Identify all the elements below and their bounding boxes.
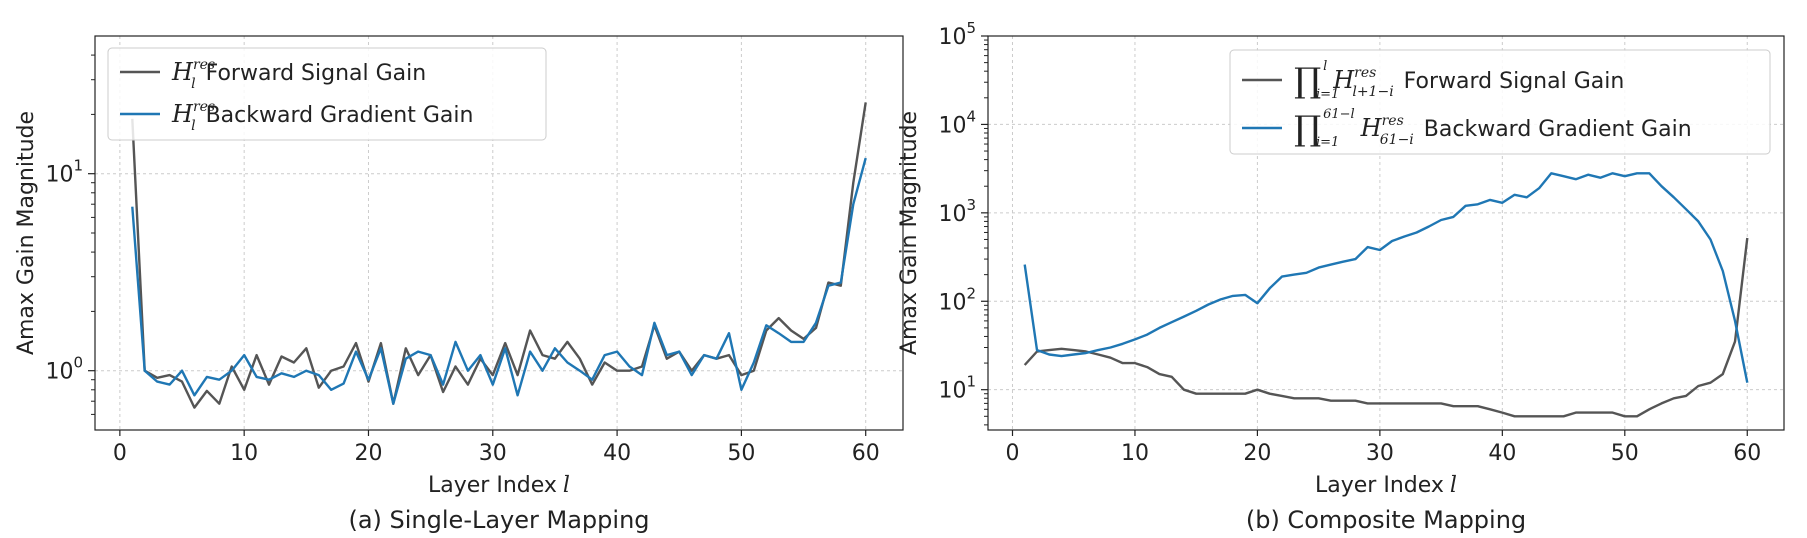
chart-caption: (a) Single-Layer Mapping (348, 506, 649, 534)
legend-entry: ∏ l Hres l+1−i Forward Signal Gain (1294, 59, 1624, 101)
series-line-backward (131, 157, 867, 405)
x-tick-label: 60 (1733, 441, 1761, 466)
y-tick-label: 101 (45, 157, 83, 188)
series-line-backward (1023, 172, 1749, 383)
x-tick-label: 0 (113, 441, 127, 466)
x-tick-label: 20 (354, 441, 382, 466)
y-tick-label: 102 (938, 284, 976, 315)
x-tick-label: 10 (230, 441, 258, 466)
series-line-forward (1023, 237, 1749, 418)
x-tick-label: 50 (1611, 441, 1639, 466)
legend: Hres l Forward Signal Gain Hres l Backward Gr… (107, 47, 547, 141)
x-tick-label: 40 (603, 441, 631, 466)
legend-prod-lower: i=1 (1316, 135, 1339, 150)
x-tick-label: 30 (479, 441, 507, 466)
y-axis-label: Amax Gain Magnitude (897, 111, 922, 355)
y-axis-label: Amax Gain Magnitude (14, 111, 39, 355)
y-tick-label: 100 (45, 354, 83, 385)
y-tick-label: 103 (938, 196, 976, 227)
x-tick-label: 10 (1121, 441, 1149, 466)
plot-frame (987, 35, 1785, 431)
x-axis-label: Layer Index l (428, 473, 570, 498)
x-tick-label: 30 (1366, 441, 1394, 466)
y-tick-label: 101 (938, 373, 976, 404)
legend-entry: Hres l Backward Gradient Gain (171, 99, 473, 134)
legend-box (107, 47, 547, 141)
chart-panel-composite: 0 10 20 30 40 50 60 101 102 103 104 105 Layer Index l… (897, 19, 1785, 534)
legend-box (1229, 49, 1771, 155)
chart-caption: (b) Composite Mapping (1246, 506, 1526, 534)
legend-prod-lower: i=1 (1316, 87, 1339, 102)
legend-entry: ∏ 61−l Hres 61−i Backward Gradient Gain (1294, 107, 1692, 149)
chart-panel-single-layer: 0 10 20 30 40 50 60 100 101 Layer Index l Amax Gain… (14, 35, 904, 534)
series-line-forward (131, 102, 867, 409)
legend-entry: Hres l Forward Signal Gain (171, 57, 426, 92)
x-tick-label: 40 (1488, 441, 1516, 466)
x-axis-label: Layer Index l (1315, 473, 1457, 498)
x-tick-label: 20 (1243, 441, 1271, 466)
x-tick-label: 60 (852, 441, 880, 466)
y-tick-label: 105 (938, 19, 976, 50)
x-tick-label: 50 (727, 441, 755, 466)
y-tick-label: 104 (938, 107, 976, 138)
x-tick-label: 0 (1005, 441, 1019, 466)
